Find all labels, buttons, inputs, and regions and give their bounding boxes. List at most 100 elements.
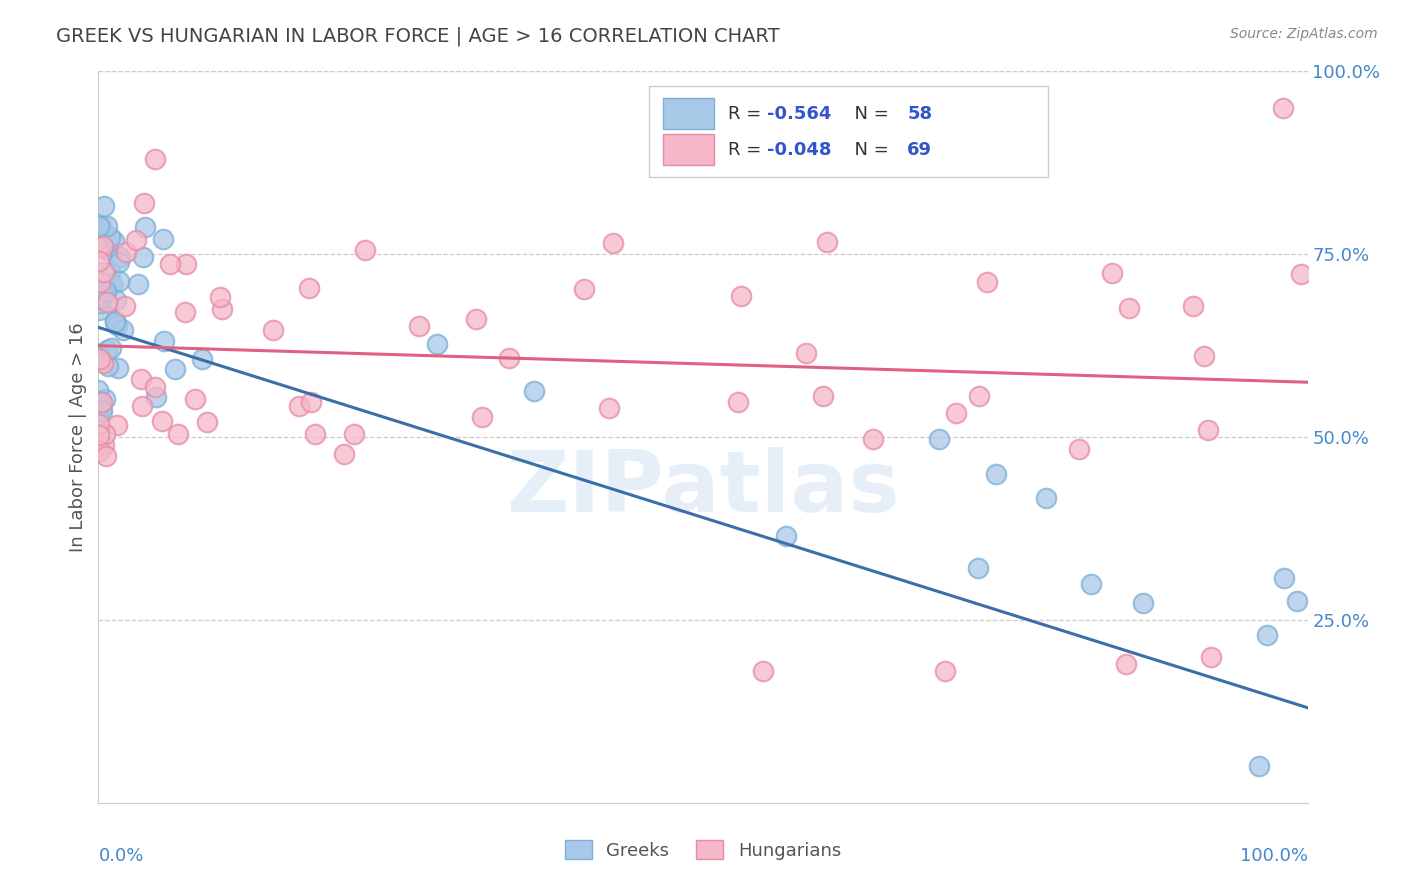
Point <box>1101 266 1123 280</box>
Text: GREEK VS HUNGARIAN IN LABOR FORCE | AGE > 16 CORRELATION CHART: GREEK VS HUNGARIAN IN LABOR FORCE | AGE … <box>56 27 780 46</box>
Point <box>127 277 149 292</box>
Point <box>727 395 749 409</box>
Point <box>471 410 494 425</box>
Point <box>934 664 956 678</box>
Point <box>752 664 775 678</box>
Point <box>90 395 112 409</box>
Point <box>1289 267 1312 281</box>
Point <box>93 265 115 279</box>
Point <box>945 406 967 420</box>
Point <box>794 345 817 359</box>
Point <box>98 265 121 279</box>
Point <box>815 235 838 250</box>
Text: ZIPatlas: ZIPatlas <box>506 447 900 530</box>
Text: -0.564: -0.564 <box>768 104 831 123</box>
Point <box>101 277 124 292</box>
Point <box>1249 759 1271 773</box>
Point <box>1118 301 1140 315</box>
Point <box>96 284 118 298</box>
Point <box>730 288 752 302</box>
Legend: Greeks, Hungarians: Greeks, Hungarians <box>558 833 848 867</box>
Y-axis label: In Labor Force | Age > 16: In Labor Force | Age > 16 <box>69 322 87 552</box>
Point <box>152 232 174 246</box>
Point <box>408 318 430 333</box>
Text: 58: 58 <box>907 104 932 123</box>
Point <box>98 229 121 244</box>
Point <box>143 380 166 394</box>
Point <box>150 414 173 428</box>
Point <box>165 362 187 376</box>
Point <box>97 243 120 257</box>
Point <box>94 427 117 442</box>
Point <box>298 281 321 295</box>
Point <box>1194 349 1216 363</box>
Point <box>100 342 122 356</box>
Point <box>1132 596 1154 610</box>
Point <box>775 529 797 543</box>
Point <box>93 438 115 452</box>
Point <box>184 392 207 407</box>
Point <box>87 408 110 422</box>
Point <box>1272 571 1295 585</box>
Point <box>94 392 117 407</box>
Point <box>1197 423 1219 437</box>
Point <box>87 241 110 255</box>
Point <box>354 243 377 257</box>
Point <box>87 219 110 234</box>
Point <box>1256 628 1278 642</box>
Text: 69: 69 <box>907 141 932 159</box>
Point <box>108 254 131 268</box>
Text: N =: N = <box>844 141 894 159</box>
Point <box>159 256 181 270</box>
Point <box>211 302 233 317</box>
Point <box>811 389 834 403</box>
Point <box>288 399 311 413</box>
Point <box>90 219 112 233</box>
Point <box>174 305 197 319</box>
Point <box>129 372 152 386</box>
Point <box>87 348 110 362</box>
Point <box>114 299 136 313</box>
Point <box>87 417 110 432</box>
Point <box>87 384 110 398</box>
Point <box>134 219 156 234</box>
Point <box>976 275 998 289</box>
Point <box>1115 657 1137 671</box>
Point <box>426 337 449 351</box>
FancyBboxPatch shape <box>664 135 714 165</box>
Point <box>132 250 155 264</box>
Point <box>93 288 115 302</box>
Point <box>523 384 546 398</box>
Text: N =: N = <box>844 104 894 123</box>
Point <box>96 294 118 309</box>
Point <box>115 244 138 259</box>
Point <box>87 428 110 442</box>
Point <box>87 395 110 409</box>
Point <box>1035 491 1057 505</box>
Text: -0.048: -0.048 <box>768 141 831 159</box>
Point <box>93 238 115 252</box>
Point <box>465 312 488 326</box>
Point <box>89 275 111 289</box>
Point <box>104 293 127 307</box>
Point <box>1182 299 1205 313</box>
Point <box>262 323 284 337</box>
Point <box>299 394 322 409</box>
Point <box>89 444 111 458</box>
Point <box>1199 649 1222 664</box>
Point <box>105 417 128 432</box>
Point <box>87 292 110 306</box>
Text: R =: R = <box>728 104 768 123</box>
Point <box>1272 101 1295 115</box>
Point <box>91 236 114 251</box>
Point <box>333 447 356 461</box>
Text: 100.0%: 100.0% <box>1240 847 1308 864</box>
Point <box>167 426 190 441</box>
Point <box>343 427 366 442</box>
Point <box>96 219 118 233</box>
Point <box>104 315 127 329</box>
Point <box>87 347 110 361</box>
Point <box>153 334 176 348</box>
Point <box>1069 442 1091 456</box>
Point <box>195 415 218 429</box>
